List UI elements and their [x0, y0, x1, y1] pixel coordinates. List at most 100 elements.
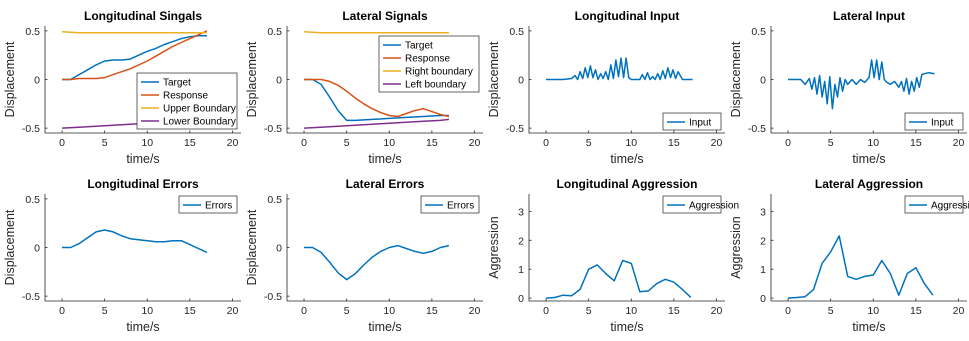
- y-axis-label: Displacement: [3, 41, 17, 117]
- y-tick-label: 1: [760, 264, 766, 276]
- x-tick-label: 15: [910, 137, 922, 149]
- x-tick-label: 0: [59, 137, 65, 149]
- chart-longitudinal-singals: Longitudinal Singals 0 5 10 15 20 -0.5 0 0.5 time…: [3, 9, 241, 166]
- chart-title: Longitudinal Aggression: [557, 177, 698, 191]
- x-axis-label: time/s: [610, 152, 643, 166]
- y-axis-label: Aggression: [487, 216, 501, 279]
- series-line-aggression: [545, 259, 692, 299]
- y-tick-label: 0.5: [25, 26, 40, 38]
- legend: Aggression: [904, 195, 969, 214]
- axes-frame: [770, 26, 967, 134]
- x-axis-label: time/s: [610, 320, 643, 334]
- y-tick-label: 2: [518, 235, 524, 247]
- legend-label: Response: [163, 91, 208, 102]
- chart-title: Lateral Errors: [346, 177, 425, 191]
- legend-box: [904, 112, 964, 131]
- x-tick-label: 0: [785, 137, 791, 149]
- x-tick-label: 0: [785, 305, 791, 317]
- legend-box: [904, 195, 964, 214]
- axes-frame: [44, 194, 241, 302]
- legend-label: Left boundary: [405, 80, 466, 91]
- series-line-errors: [62, 229, 208, 254]
- y-tick-label: 0.5: [509, 26, 524, 38]
- y-axis-label: Displacement: [245, 41, 259, 117]
- x-tick-label: 5: [828, 137, 834, 149]
- x-tick-label: 10: [867, 305, 879, 317]
- chart-title: Lateral Aggression: [815, 177, 923, 191]
- y-tick-label: -0.5: [22, 291, 40, 303]
- legend-label: Response: [405, 54, 450, 65]
- x-tick-label: 5: [344, 137, 350, 149]
- legend: Target Response Upper Boundary Lower Bounda…: [136, 72, 238, 130]
- x-tick-label: 20: [227, 305, 239, 317]
- y-tick-label: 0: [760, 293, 766, 305]
- series-line-aggression: [787, 235, 934, 299]
- y-tick-label: -0.5: [264, 291, 282, 303]
- legend-label: Input: [689, 118, 711, 129]
- axes-frame: [770, 194, 967, 302]
- y-tick-label: 0: [518, 293, 524, 305]
- x-tick-label: 10: [625, 305, 637, 317]
- legend-label: Target: [405, 41, 433, 52]
- axes-frame: [44, 26, 241, 134]
- legend-label: Right boundary: [405, 67, 473, 78]
- y-tick-label: 0: [34, 243, 40, 255]
- x-tick-label: 20: [711, 305, 723, 317]
- legend-label: Target: [163, 78, 191, 89]
- legend-label: Input: [931, 118, 953, 129]
- x-tick-label: 0: [301, 137, 307, 149]
- x-tick-label: 20: [469, 305, 481, 317]
- x-axis-label: time/s: [126, 320, 159, 334]
- series-line-right-boundary: [303, 31, 449, 34]
- chart-lateral-aggression: Lateral Aggression 0 5 10 15 20 0 1 2 3 time/s Aggr…: [729, 177, 969, 334]
- x-tick-label: 10: [383, 305, 395, 317]
- series-line-response: [62, 30, 208, 81]
- chart-title: Lateral Input: [833, 9, 905, 23]
- chart-lateral-input: Lateral Input 0 5 10 15 20 -0.5 0 0.5 time/s Displ…: [729, 9, 967, 166]
- x-tick-label: 10: [625, 137, 637, 149]
- x-axis-label: time/s: [852, 320, 885, 334]
- x-tick-label: 20: [227, 137, 239, 149]
- x-tick-label: 10: [383, 137, 395, 149]
- y-axis-label: Displacement: [729, 41, 743, 117]
- y-tick-label: 0: [276, 243, 282, 255]
- x-tick-label: 10: [141, 305, 153, 317]
- legend-label: Lower Boundary: [163, 117, 236, 128]
- y-tick-label: 0: [760, 75, 766, 87]
- x-tick-label: 5: [102, 137, 108, 149]
- legend-label: Errors: [447, 201, 474, 212]
- legend: Target Response Right boundary Left boundar…: [378, 35, 480, 93]
- y-tick-label: 0.5: [751, 26, 766, 38]
- y-tick-label: 0.5: [25, 194, 40, 206]
- legend: Input: [904, 112, 964, 131]
- x-tick-label: 5: [828, 305, 834, 317]
- legend: Input: [662, 112, 722, 131]
- chart-lateral-signals: Lateral Signals 0 5 10 15 20 -0.5 0 0.5 time/s Dis…: [245, 9, 483, 166]
- chart-title: Longitudinal Errors: [87, 177, 199, 191]
- x-tick-label: 20: [953, 305, 965, 317]
- x-tick-label: 5: [344, 305, 350, 317]
- x-tick-label: 20: [711, 137, 723, 149]
- x-axis-label: time/s: [852, 152, 885, 166]
- series-line-left-boundary: [303, 118, 449, 129]
- chart-title: Longitudinal Input: [575, 9, 680, 23]
- axes-frame: [286, 194, 483, 302]
- legend-box: [178, 195, 238, 214]
- x-tick-label: 5: [586, 137, 592, 149]
- y-tick-label: -0.5: [264, 123, 282, 135]
- y-axis-label: Displacement: [487, 41, 501, 117]
- y-tick-label: 0.5: [267, 194, 282, 206]
- legend-box: [662, 112, 722, 131]
- x-tick-label: 15: [184, 137, 196, 149]
- x-tick-label: 10: [141, 137, 153, 149]
- legend-box: [662, 195, 722, 214]
- legend: Errors: [420, 195, 480, 214]
- x-tick-label: 0: [543, 137, 549, 149]
- x-tick-label: 5: [102, 305, 108, 317]
- chart-longitudinal-input: Longitudinal Input 0 5 10 15 20 -0.5 0 0.5 time/s…: [487, 9, 725, 166]
- x-tick-label: 15: [910, 305, 922, 317]
- legend-label: Errors: [205, 201, 232, 212]
- x-tick-label: 0: [543, 305, 549, 317]
- y-tick-label: -0.5: [22, 123, 40, 135]
- x-tick-label: 20: [953, 137, 965, 149]
